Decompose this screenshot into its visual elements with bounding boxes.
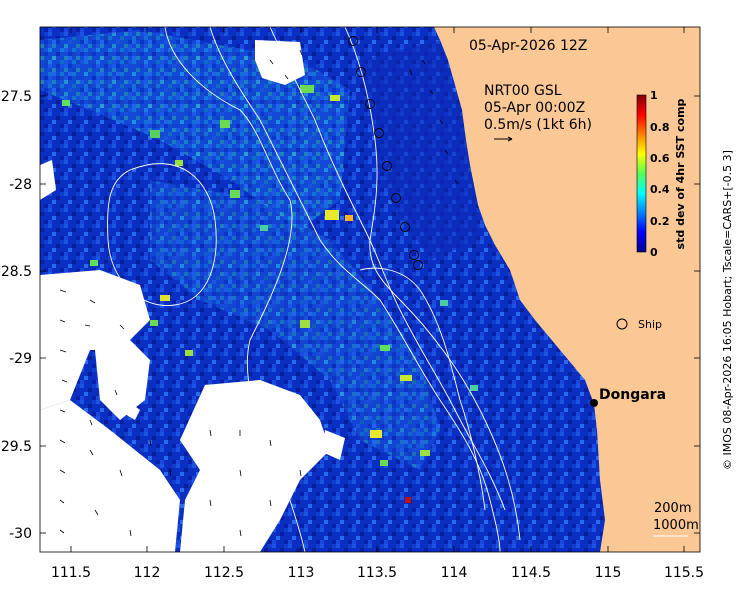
vector-scale-label: 0.5m/s (1kt 6h) [484,117,592,133]
x-tick-labels: 111.5 112 112.5 113 113.5 114 114.5 115 … [51,565,704,581]
scale-arrow [494,136,513,142]
colorbar-tick: 0.4 [650,183,670,196]
x-tick-label: 114 [441,565,468,581]
ship-label: Ship [638,318,662,331]
colorbar [636,94,647,253]
colorbar-tick: 1 [650,89,658,102]
x-tick-label: 112.5 [204,565,244,581]
plot-frame [39,26,701,553]
x-tick-label: 115.5 [664,565,704,581]
town-marker [590,399,598,407]
credit-text: © IMOS 08-Apr-2026 16:05 Hobart; Tscale=… [721,150,734,470]
timestamp-label: 05-Apr-2026 12Z [469,38,587,54]
contour-legend-200m: 200m [654,501,691,516]
y-tick-label: -29 [9,351,32,367]
x-tick-label: 112 [134,565,161,581]
contour-legend-1000m: 1000m [653,518,699,533]
colorbar-title: std dev of 4hr SST comp [674,98,687,249]
y-tick-label: -28.5 [0,264,32,280]
product-label: NRT00 GSL [484,83,562,99]
town-label: Dongara [599,387,666,403]
y-tick-labels: -27.5 -28 -28.5 -29 -29.5 -30 [0,89,32,542]
current-vectors [59,49,459,537]
y-tick-label: -28 [9,177,32,193]
sst-variability-patch [150,180,440,470]
x-tick-label: 111.5 [51,565,91,581]
x-tick-label: 114.5 [511,565,551,581]
colorbar-tick: 0.6 [650,152,670,165]
product-time-label: 05-Apr 00:00Z [484,100,585,116]
x-tick-label: 115 [595,565,622,581]
x-tick-label: 113 [288,565,315,581]
y-tick-label: -27.5 [0,89,32,105]
axis-ticks [40,27,700,552]
y-tick-label: -30 [9,526,32,542]
plot-area [40,27,700,552]
bathymetry-contours [107,27,521,552]
sst-low-patch [360,40,480,260]
ship-track [348,36,423,270]
colorbar-tick: 0 [650,246,658,259]
land-mass [434,27,700,552]
ship-marker [616,318,628,330]
colorbar-tick: 0.2 [650,215,670,228]
colorbar-ticks: 0 0.2 0.4 0.6 0.8 1 [650,89,670,259]
y-tick-label: -29.5 [0,439,32,455]
colorbar-tick: 0.8 [650,121,670,134]
x-tick-label: 113.5 [357,565,397,581]
